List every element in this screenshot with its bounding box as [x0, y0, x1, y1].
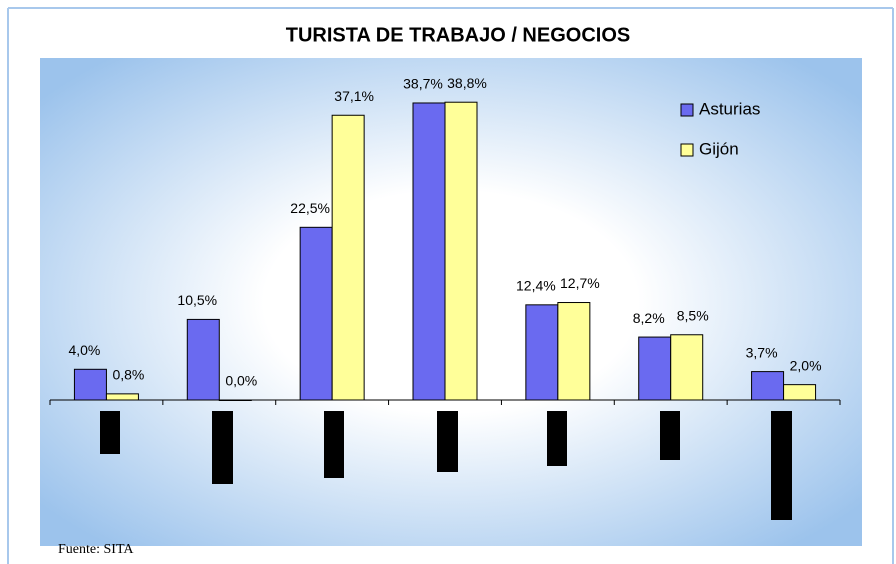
redaction: [324, 411, 344, 478]
chart-title: TURISTA DE TRABAJO / NEGOCIOS: [286, 24, 630, 46]
redaction: [437, 411, 458, 472]
data-label: 37,1%: [334, 88, 374, 104]
source: Fuente: SITA: [58, 542, 134, 557]
data-label: 38,7%: [403, 76, 443, 92]
data-label: 12,4%: [516, 278, 556, 294]
bar: [412, 102, 446, 401]
redaction: [660, 411, 680, 460]
bar: [444, 101, 478, 401]
data-label: 10,5%: [177, 292, 217, 308]
data-label: 0,0%: [225, 373, 257, 389]
bar: [299, 226, 333, 401]
data-label: 8,5%: [677, 307, 709, 323]
data-label: 38,8%: [447, 75, 487, 91]
data-label: 22,5%: [290, 200, 330, 216]
redaction: [771, 411, 792, 520]
bar: [557, 302, 591, 401]
data-label: 3,7%: [746, 344, 778, 360]
bar: [73, 368, 107, 401]
legend-swatch: [680, 143, 694, 157]
bar: [670, 334, 704, 401]
bar: [105, 393, 139, 401]
data-label: 12,7%: [560, 275, 600, 291]
redaction: [100, 411, 120, 454]
data-label: 8,2%: [633, 310, 665, 326]
redaction: [212, 411, 233, 484]
legend-label: Asturias: [699, 99, 760, 118]
bar: [525, 304, 559, 401]
bar: [331, 114, 365, 401]
data-label: 0,8%: [112, 367, 144, 383]
bar: [783, 384, 817, 401]
redaction: [547, 411, 567, 466]
data-label: 2,0%: [790, 357, 822, 373]
data-label: 4,0%: [68, 342, 100, 358]
redactions: [100, 411, 792, 520]
legend-label: Gijón: [699, 139, 739, 158]
bar: [751, 371, 785, 401]
bar: [638, 336, 672, 401]
bar: [186, 318, 220, 401]
legend-swatch: [680, 103, 694, 117]
